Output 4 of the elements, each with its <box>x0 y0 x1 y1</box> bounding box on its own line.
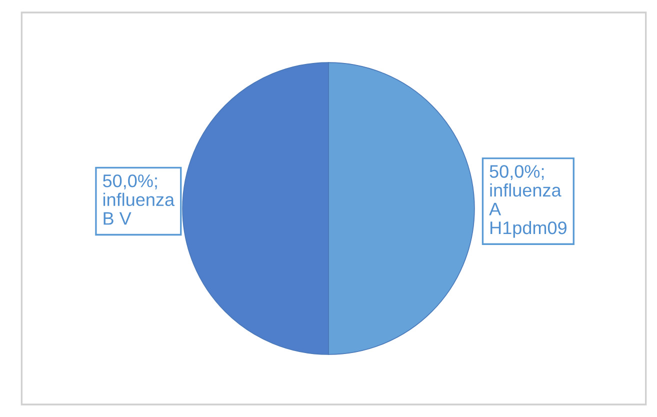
data-label: 50,0%; <box>103 174 157 190</box>
data-label: 50,0%; <box>490 165 544 180</box>
slice-label: influenza A H1pdm09 <box>489 183 566 238</box>
slice-label: influenza B V <box>103 192 175 225</box>
